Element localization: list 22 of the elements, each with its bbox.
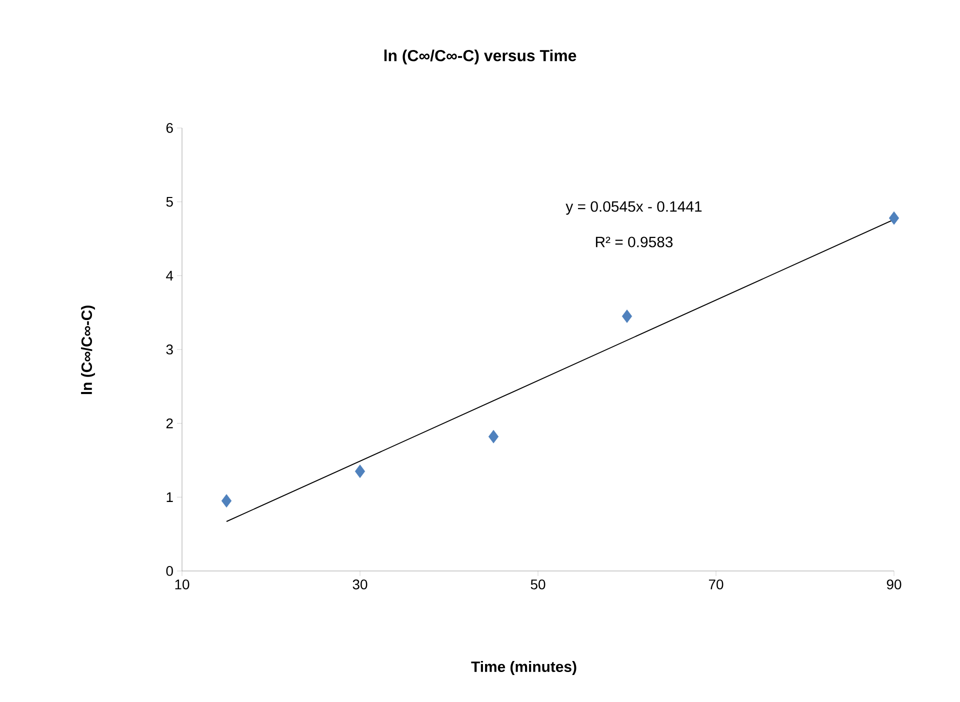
x-tick-label: 30 [352,579,368,590]
y-tick-label: 5 [166,196,173,207]
y-tick-label: 0 [166,566,173,576]
x-tick-label: 50 [530,579,546,590]
y-tick-label: 3 [166,344,173,354]
annotation: y = 0.0545x - 0.1441 [566,201,702,215]
point [354,464,366,478]
chart-title: ln (C∞/C∞-C) versus Time [384,50,576,64]
y-tick-label: 6 [166,123,173,133]
x-tick-label: 90 [886,579,902,590]
y-axis-title: ln (C∞/C∞-C) [81,306,95,394]
point [221,494,232,508]
x-tick-label: 70 [708,579,724,590]
y-tick-label: 1 [166,492,173,502]
point [888,211,900,225]
point [622,310,632,323]
y-tick-label: 2 [166,418,173,428]
annotation: R² = 0.9583 [596,236,673,248]
x-axis-title: Time (minutes) [471,661,576,675]
x-tick-label: 10 [175,579,190,590]
y-tick-label: 4 [166,270,174,280]
point [488,430,499,444]
